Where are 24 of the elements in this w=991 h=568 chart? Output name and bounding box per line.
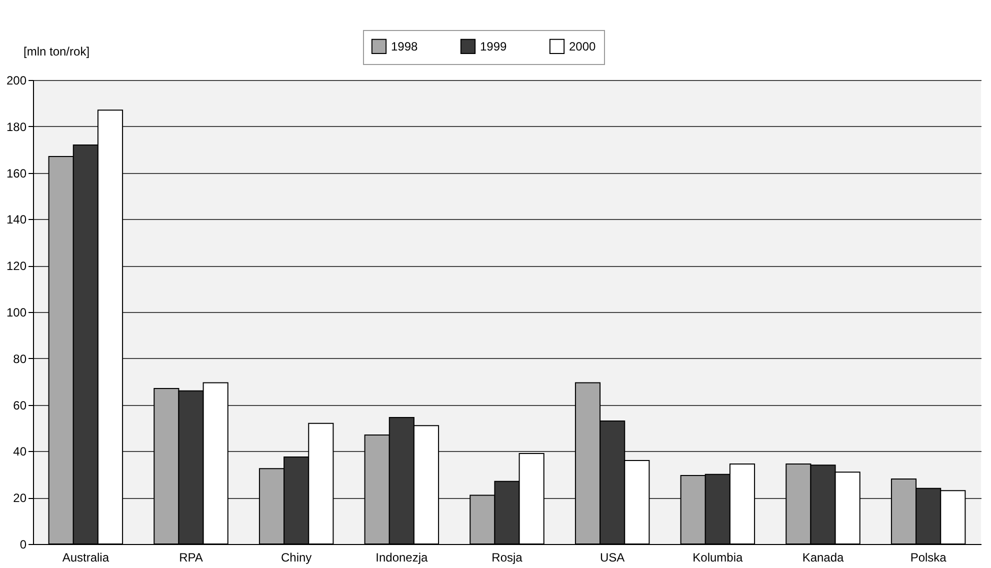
y-tick-label: 60 — [13, 398, 27, 412]
x-tick-label: Kanada — [802, 550, 844, 564]
y-tick-label: 200 — [6, 74, 27, 88]
x-tick-label: Australia — [62, 550, 110, 564]
legend-label: 1998 — [391, 39, 418, 54]
legend-label: 1999 — [480, 39, 508, 54]
x-tick-label: Chiny — [280, 550, 312, 564]
y-tick-label: 0 — [20, 538, 27, 552]
y-tick-label: 40 — [13, 444, 27, 459]
y-tick-label: 120 — [6, 259, 27, 274]
y-axis-title: [mln ton/rok] — [24, 44, 90, 58]
x-tick-label: Kolumbia — [692, 550, 744, 564]
x-tick-label: Polska — [910, 550, 947, 564]
y-tick-label: 180 — [6, 120, 27, 134]
x-tick-label: RPA — [179, 550, 203, 564]
x-tick-label: USA — [600, 550, 625, 564]
y-tick-label: 160 — [6, 166, 27, 180]
legend-label: 2000 — [569, 39, 596, 54]
y-tick-label: 140 — [6, 212, 27, 227]
x-tick-label: Rosja — [492, 550, 523, 564]
y-tick-label: 20 — [13, 491, 27, 506]
x-tick-label: Indonezja — [376, 550, 428, 564]
y-tick-label: 80 — [13, 352, 27, 366]
y-tick-label: 100 — [6, 306, 27, 320]
